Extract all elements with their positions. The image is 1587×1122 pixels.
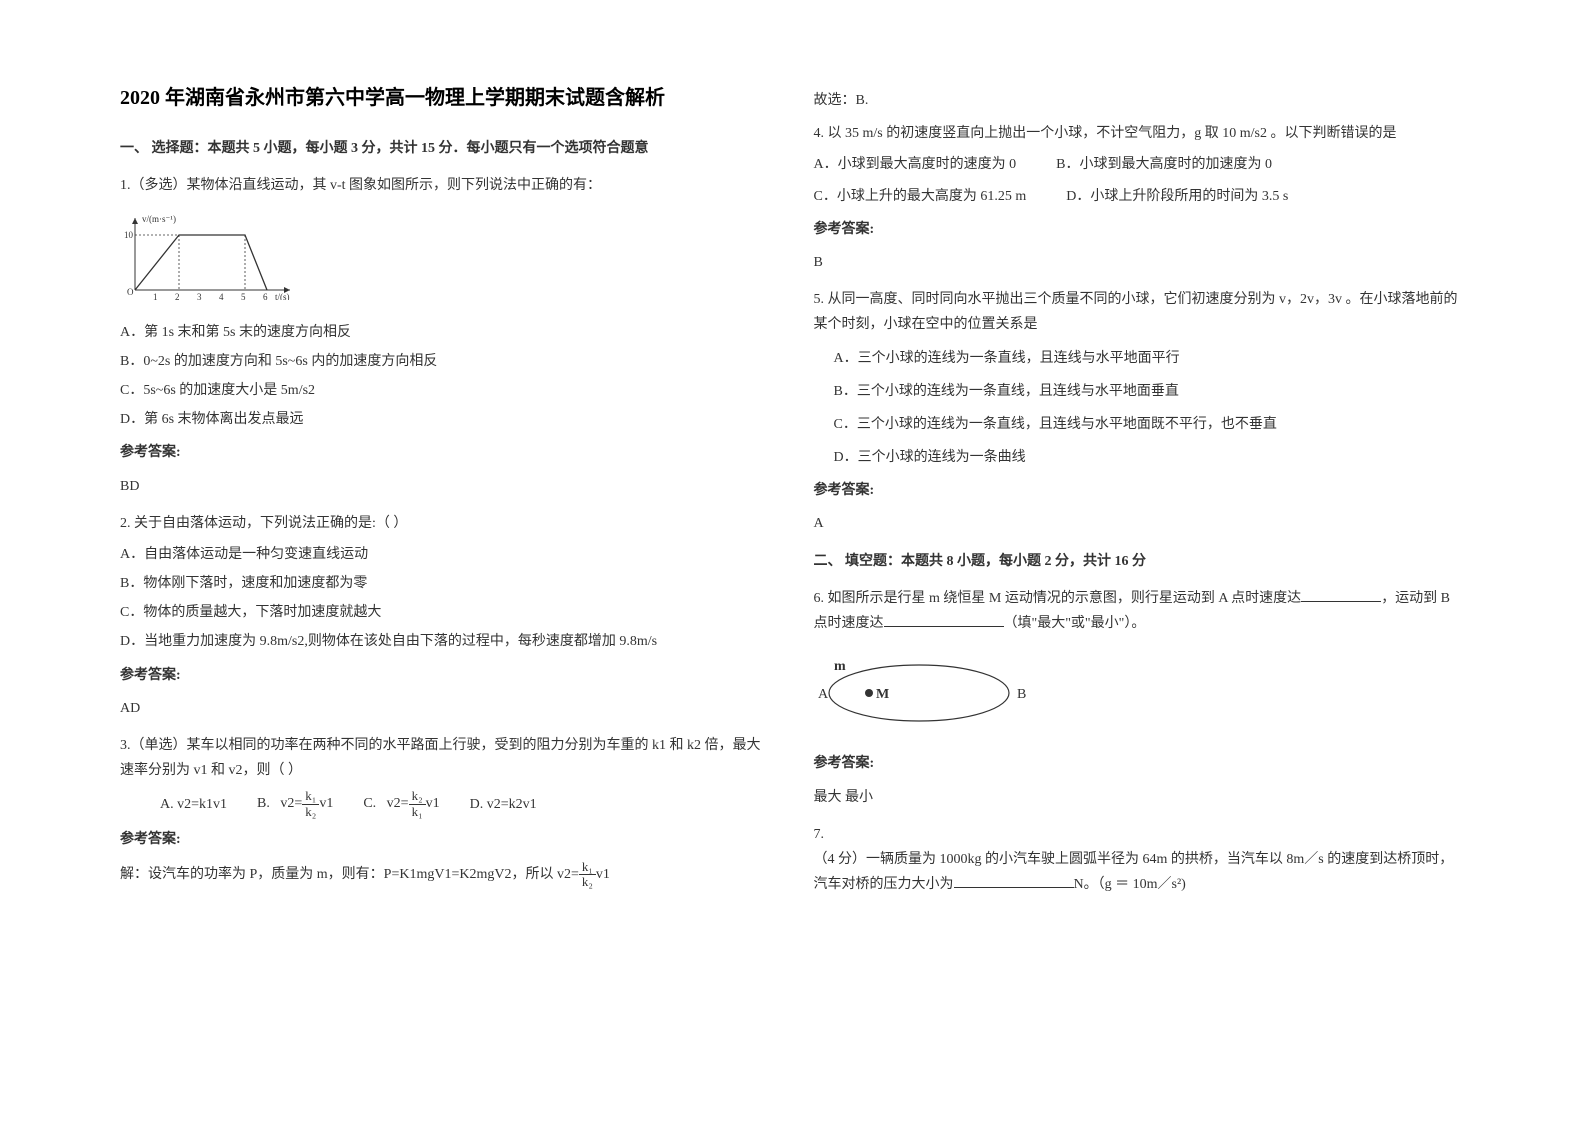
q4-optA: A．小球到最大高度时的速度为 0 — [814, 152, 1017, 177]
xt6: 6 — [263, 292, 268, 300]
origin-o: O — [127, 287, 134, 297]
q4-answer-label: 参考答案: — [814, 217, 1468, 242]
q3-optB: B. v2=k₁k₂v1 — [257, 789, 333, 819]
q4-optC: C．小球上升的最大高度为 61.25 m — [814, 184, 1027, 209]
q4-optB: B．小球到最大高度时的加速度为 0 — [1056, 152, 1272, 177]
q2-answer-label: 参考答案: — [120, 663, 774, 688]
right-column: 故选：B. 4. 以 35 m/s 的初速度竖直向上抛出一个小球，不计空气阻力，… — [794, 80, 1488, 1082]
q5-optB: B．三个小球的连线为一条直线，且连线与水平地面垂直 — [834, 379, 1468, 404]
section-2-header: 二、 填空题：本题共 8 小题，每小题 2 分，共计 16 分 — [814, 549, 1468, 574]
q3-options: A. v2=k1v1 B. v2=k₁k₂v1 C. v2=k₂k₁v1 D. … — [160, 789, 774, 819]
q2-text: 2. 关于自由落体运动，下列说法正确的是:（ ） — [120, 511, 774, 536]
q7-num: 7. — [814, 822, 1468, 847]
xt1: 1 — [153, 292, 158, 300]
q5-optD: D．三个小球的连线为一条曲线 — [834, 445, 1468, 470]
vt-curve — [135, 235, 267, 290]
x-label: t/(s) — [275, 292, 290, 300]
q2-optC: C．物体的质量越大，下落时加速度就越大 — [120, 600, 774, 625]
q1-answer-label: 参考答案: — [120, 440, 774, 465]
orbit-ellipse — [829, 665, 1009, 721]
q3-text: 3.（单选）某车以相同的功率在两种不同的水平路面上行驶，受到的阻力分别为车重的 … — [120, 733, 774, 783]
y-arrow — [132, 218, 138, 224]
q7-text: （4 分）一辆质量为 1000kg 的小汽车驶上圆弧半径为 64m 的拱桥，当汽… — [814, 847, 1468, 897]
question-7: 7. （4 分）一辆质量为 1000kg 的小汽车驶上圆弧半径为 64m 的拱桥… — [814, 822, 1468, 898]
q5-answer: A — [814, 511, 1468, 536]
q1-optA: A．第 1s 末和第 5s 末的速度方向相反 — [120, 320, 774, 345]
q1-optC: C．5s~6s 的加速度大小是 5m/s2 — [120, 378, 774, 403]
y-label: v/(m·s⁻¹) — [142, 214, 176, 224]
q5-text: 5. 从同一高度、同时同向水平抛出三个质量不同的小球，它们初速度分别为 v，2v… — [814, 287, 1468, 337]
q2-optA: A．自由落体运动是一种匀变速直线运动 — [120, 542, 774, 567]
focus-M — [865, 689, 873, 697]
q1-optD: D．第 6s 末物体离出发点最远 — [120, 407, 774, 432]
q4-optD: D．小球上升阶段所用的时间为 3.5 s — [1066, 184, 1288, 209]
xt3: 3 — [197, 292, 202, 300]
left-column: 2020 年湖南省永州市第六中学高一物理上学期期末试题含解析 一、 选择题：本题… — [100, 80, 794, 1082]
q1-answer: BD — [120, 474, 774, 499]
section-1-header: 一、 选择题：本题共 5 小题，每小题 3 分，共计 15 分．每小题只有一个选… — [120, 136, 774, 161]
xt4: 4 — [219, 292, 224, 300]
xt5: 5 — [241, 292, 246, 300]
q3-solution: 解：设汽车的功率为 P，质量为 m，则有：P=K1mgV1=K2mgV2，所以 … — [120, 860, 774, 890]
blank — [954, 874, 1074, 888]
q6-ellipse-diagram: m A M B — [814, 648, 1034, 728]
q3-optA: A. v2=k1v1 — [160, 792, 227, 817]
q1-vt-graph: v/(m·s⁻¹) t/(s) 10 O 1 2 3 4 5 6 — [120, 210, 300, 300]
q5-optC: C．三个小球的连线为一条直线，且连线与水平地面既不平行，也不垂直 — [834, 412, 1468, 437]
question-4: 4. 以 35 m/s 的初速度竖直向上抛出一个小球，不计空气阻力，g 取 10… — [814, 121, 1468, 275]
label-A: A — [818, 687, 829, 702]
q2-optB: B．物体刚下落时，速度和加速度都为零 — [120, 571, 774, 596]
q6-text: 6. 如图所示是行星 m 绕恒星 M 运动情况的示意图，则行星运动到 A 点时速… — [814, 586, 1468, 636]
q3-choice: 故选：B. — [814, 88, 1468, 113]
q2-optD: D．当地重力加速度为 9.8m/s2,则物体在该处自由下落的过程中，每秒速度都增… — [120, 629, 774, 654]
xt2: 2 — [175, 292, 180, 300]
question-3: 3.（单选）某车以相同的功率在两种不同的水平路面上行驶，受到的阻力分别为车重的 … — [120, 733, 774, 890]
q6-answer-label: 参考答案: — [814, 751, 1468, 776]
page-title: 2020 年湖南省永州市第六中学高一物理上学期期末试题含解析 — [120, 80, 774, 116]
blank — [884, 613, 1004, 627]
label-m: m — [834, 659, 846, 674]
blank — [1301, 588, 1381, 602]
question-2: 2. 关于自由落体运动，下列说法正确的是:（ ） A．自由落体运动是一种匀变速直… — [120, 511, 774, 721]
question-1: 1.（多选）某物体沿直线运动，其 v-t 图象如图所示，则下列说法中正确的有： … — [120, 173, 774, 499]
q6-answer: 最大 最小 — [814, 785, 1468, 810]
q5-optA: A．三个小球的连线为一条直线，且连线与水平地面平行 — [834, 346, 1468, 371]
y-tick-10: 10 — [124, 230, 134, 240]
q3-answer-label: 参考答案: — [120, 827, 774, 852]
q4-answer: B — [814, 250, 1468, 275]
q5-answer-label: 参考答案: — [814, 478, 1468, 503]
q1-optB: B．0~2s 的加速度方向和 5s~6s 内的加速度方向相反 — [120, 349, 774, 374]
q3-optC: C. v2=k₂k₁v1 — [363, 789, 439, 819]
question-6: 6. 如图所示是行星 m 绕恒星 M 运动情况的示意图，则行星运动到 A 点时速… — [814, 586, 1468, 810]
label-M: M — [876, 687, 889, 702]
q3-optD: D. v2=k2v1 — [470, 792, 537, 817]
q1-text: 1.（多选）某物体沿直线运动，其 v-t 图象如图所示，则下列说法中正确的有： — [120, 173, 774, 198]
label-B: B — [1017, 687, 1026, 702]
question-5: 5. 从同一高度、同时同向水平抛出三个质量不同的小球，它们初速度分别为 v，2v… — [814, 287, 1468, 537]
q2-answer: AD — [120, 696, 774, 721]
q4-text: 4. 以 35 m/s 的初速度竖直向上抛出一个小球，不计空气阻力，g 取 10… — [814, 121, 1468, 146]
